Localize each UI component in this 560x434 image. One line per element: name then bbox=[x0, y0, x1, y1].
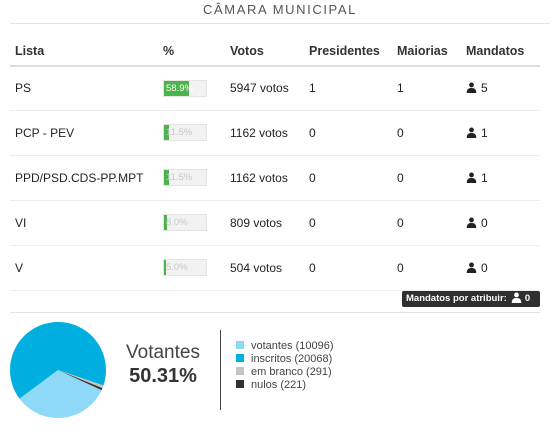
percentage-fill bbox=[164, 80, 189, 96]
table-row: PCP - PEV 11.5% 1162 votos 0 0 1 bbox=[10, 110, 540, 156]
cell-lista: PS bbox=[10, 66, 158, 111]
cell-presidentes: 0 bbox=[304, 245, 392, 291]
header-mandatos: Mandatos bbox=[461, 38, 540, 67]
cell-lista: V bbox=[10, 245, 158, 291]
cell-pct: 11.5% bbox=[158, 155, 225, 201]
percentage-fill bbox=[164, 125, 169, 140]
legend-item: votantes (10096) bbox=[236, 340, 334, 353]
header-pct: % bbox=[158, 38, 225, 67]
legend-swatch bbox=[236, 341, 244, 349]
pie-slice-nulos bbox=[58, 370, 103, 391]
cell-mandatos: 1 bbox=[461, 110, 540, 156]
mandatos-count: 1 bbox=[481, 170, 488, 185]
cell-pct: 11.5% bbox=[158, 110, 225, 156]
cell-votos: 1162 votos bbox=[225, 110, 304, 156]
legend-swatch bbox=[236, 380, 244, 388]
percentage-text: 8.0% bbox=[166, 217, 188, 228]
cell-mandatos: 5 bbox=[461, 66, 540, 111]
mandatos-count: 0 bbox=[481, 260, 488, 275]
cell-maiorias: 0 bbox=[392, 200, 461, 246]
mandatos-count: 5 bbox=[481, 81, 488, 96]
percentage-fill bbox=[164, 215, 168, 230]
person-icon bbox=[511, 292, 522, 303]
cell-presidentes: 0 bbox=[304, 110, 392, 156]
legend-text: votantes (10096) bbox=[251, 340, 334, 352]
summary-block: Votantes 50.31% bbox=[116, 342, 210, 388]
legend-text: inscritos (20068) bbox=[251, 353, 333, 365]
table-header-row: Lista % Votos Presidentes Maiorias Manda… bbox=[10, 38, 540, 67]
cell-presidentes: 1 bbox=[304, 66, 392, 111]
person-icon bbox=[466, 217, 477, 228]
cell-maiorias: 0 bbox=[392, 155, 461, 201]
legend-item: em branco (291) bbox=[236, 366, 334, 379]
cell-presidentes: 0 bbox=[304, 155, 392, 201]
summary-divider bbox=[10, 312, 540, 313]
cell-pct: 5.0% bbox=[158, 245, 225, 291]
mandatos-por-atribuir-label: Mandatos por atribuir: bbox=[406, 293, 507, 304]
table-row: V 5.0% 504 votos 0 0 0 bbox=[10, 245, 540, 291]
table-row: PPD/PSD.CDS-PP.MPT 11.5% 1162 votos 0 0 1 bbox=[10, 155, 540, 201]
cell-votos: 1162 votos bbox=[225, 155, 304, 201]
person-icon bbox=[466, 172, 477, 183]
percentage-text: 11.5% bbox=[166, 127, 193, 138]
mandatos-count: 1 bbox=[481, 125, 488, 140]
legend-swatch bbox=[236, 354, 244, 362]
pie-slice-votantes bbox=[19, 370, 102, 418]
legend-item: nulos (221) bbox=[236, 379, 334, 392]
cell-pct: 8.0% bbox=[158, 200, 225, 246]
votantes-pie-chart bbox=[9, 322, 107, 418]
percentage-text: 5.0% bbox=[166, 262, 188, 273]
cell-maiorias: 0 bbox=[392, 110, 461, 156]
mandatos-count: 0 bbox=[481, 215, 488, 230]
mandatos-por-atribuir-value: 0 bbox=[524, 293, 531, 304]
cell-pct: 58.9% bbox=[158, 66, 225, 111]
pie-slice-em-branco bbox=[58, 370, 104, 389]
table-row: VI 8.0% 809 votos 0 0 0 bbox=[10, 200, 540, 246]
page-title: CÂMARA MUNICIPAL bbox=[203, 2, 357, 17]
header-votos: Votos bbox=[225, 38, 304, 67]
legend-item: inscritos (20068) bbox=[236, 353, 334, 366]
cell-mandatos: 0 bbox=[461, 245, 540, 291]
person-icon bbox=[466, 127, 477, 138]
vertical-divider bbox=[220, 330, 221, 410]
table-row: PS 58.9% 5947 votos 1 1 5 bbox=[10, 66, 540, 111]
section-header: CÂMARA MUNICIPAL bbox=[0, 0, 560, 24]
cell-mandatos: 1 bbox=[461, 155, 540, 201]
person-icon bbox=[466, 262, 477, 273]
cell-presidentes: 0 bbox=[304, 200, 392, 246]
title-divider bbox=[10, 23, 550, 24]
cell-votos: 504 votos bbox=[225, 245, 304, 291]
percentage-bar: 5.0% bbox=[163, 259, 207, 276]
results-table: Lista % Votos Presidentes Maiorias Manda… bbox=[10, 38, 540, 291]
legend-swatch bbox=[236, 367, 244, 375]
summary-label: Votantes bbox=[126, 342, 200, 363]
percentage-text: 11.5% bbox=[166, 172, 193, 183]
percentage-fill bbox=[164, 260, 167, 275]
percentage-fill bbox=[164, 170, 169, 185]
header-lista: Lista bbox=[10, 38, 158, 67]
cell-maiorias: 0 bbox=[392, 245, 461, 291]
cell-maiorias: 1 bbox=[392, 66, 461, 111]
mandatos-por-atribuir-badge: Mandatos por atribuir: 0 bbox=[402, 291, 540, 307]
header-presidentes: Presidentes bbox=[304, 38, 392, 67]
percentage-bar: 11.5% bbox=[163, 169, 207, 186]
cell-lista: VI bbox=[10, 200, 158, 246]
cell-votos: 809 votos bbox=[225, 200, 304, 246]
cell-lista: PCP - PEV bbox=[10, 110, 158, 156]
pie-slice-inscritos bbox=[9, 322, 107, 399]
legend-text: nulos (221) bbox=[251, 379, 307, 391]
cell-votos: 5947 votos bbox=[225, 66, 304, 111]
percentage-bar: 58.9% bbox=[163, 79, 207, 97]
summary-value: 50.31% bbox=[129, 365, 197, 387]
cell-lista: PPD/PSD.CDS-PP.MPT bbox=[10, 155, 158, 201]
legend-text: em branco (291) bbox=[251, 366, 332, 378]
percentage-bar: 11.5% bbox=[163, 124, 207, 141]
percentage-bar: 8.0% bbox=[163, 214, 207, 231]
pie-legend: votantes (10096) inscritos (20068) em bran… bbox=[236, 340, 334, 392]
cell-mandatos: 0 bbox=[461, 200, 540, 246]
percentage-text: 58.9% bbox=[166, 82, 193, 94]
person-icon bbox=[466, 82, 477, 94]
header-maiorias: Maiorias bbox=[392, 38, 461, 67]
